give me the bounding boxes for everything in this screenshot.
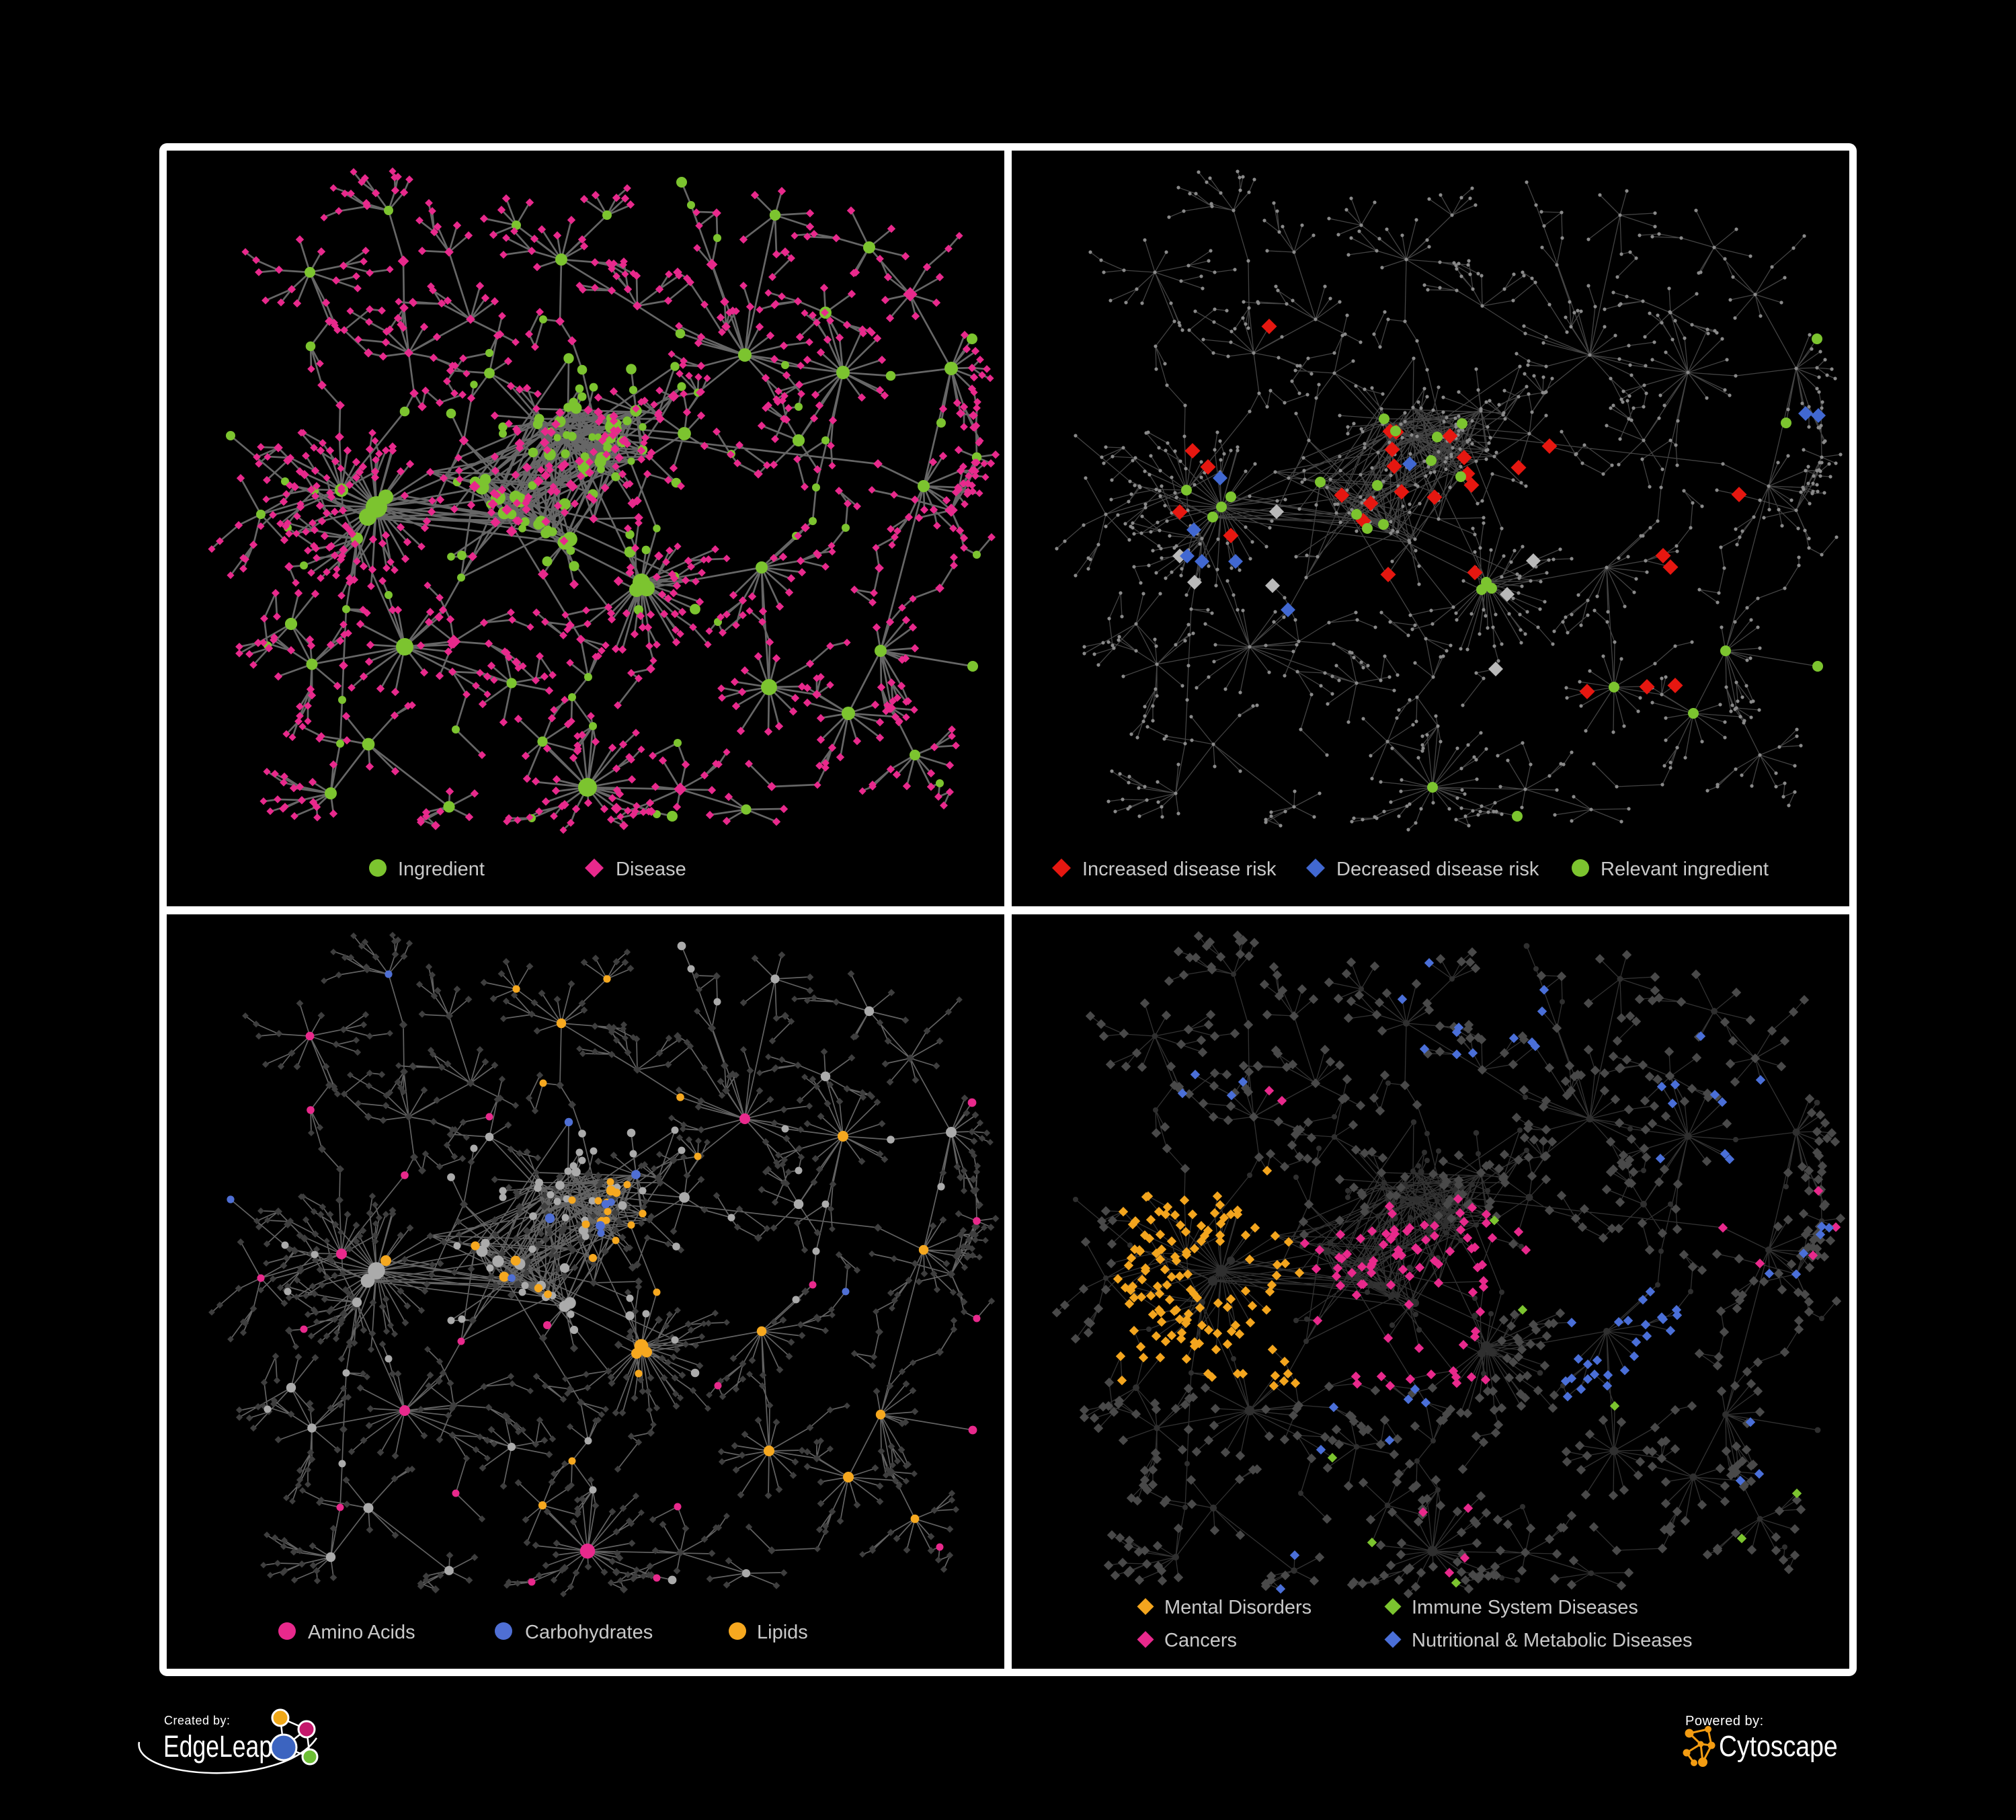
svg-text:Lipids: Lipids <box>757 1622 808 1643</box>
svg-text:Cancers: Cancers <box>1164 1630 1237 1651</box>
svg-text:Ingredient: Ingredient <box>398 859 485 880</box>
svg-text:Immune System Diseases: Immune System Diseases <box>1412 1597 1638 1618</box>
svg-text:Nutritional & Metabolic Diseas: Nutritional & Metabolic Diseases <box>1412 1630 1692 1651</box>
svg-text:Carbohydrates: Carbohydrates <box>525 1622 653 1643</box>
svg-text:Created by:: Created by: <box>164 1714 231 1727</box>
svg-text:Increased disease risk: Increased disease risk <box>1082 859 1277 880</box>
svg-text:Mental Disorders: Mental Disorders <box>1164 1597 1312 1618</box>
svg-text:Cytoscape: Cytoscape <box>1719 1729 1838 1763</box>
svg-text:Relevant ingredient: Relevant ingredient <box>1601 859 1769 880</box>
svg-text:Disease: Disease <box>616 859 686 880</box>
svg-text:Amino Acids: Amino Acids <box>308 1622 415 1643</box>
svg-text:Decreased disease risk: Decreased disease risk <box>1336 859 1539 880</box>
svg-text:EdgeLeap: EdgeLeap <box>163 1729 272 1764</box>
svg-text:Powered by:: Powered by: <box>1685 1714 1764 1729</box>
